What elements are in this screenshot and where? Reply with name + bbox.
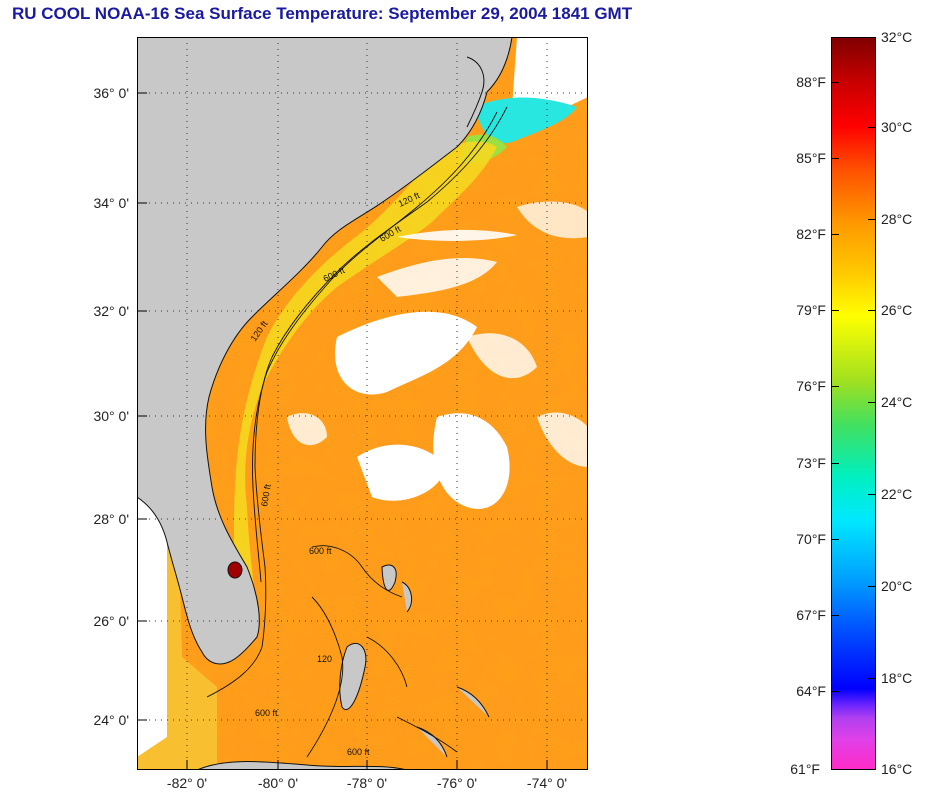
map-title: RU COOL NOAA-16 Sea Surface Temperature:… (12, 4, 633, 23)
lat-label: 30° 0' (93, 408, 129, 424)
us-east-coast-land (137, 37, 513, 665)
celsius-label: 30°C (881, 119, 913, 135)
lat-label: 28° 0' (93, 511, 129, 527)
colorbar-tick (868, 127, 876, 128)
cool-water-patch (475, 97, 577, 144)
colorbar-tick (831, 615, 839, 616)
celsius-label: 28°C (881, 211, 913, 227)
sst-map: 120 ft 600 ft 600 ft 120 ft 600 ft 600 f… (137, 37, 588, 770)
isobath-label: 600 ft (309, 546, 332, 556)
fahrenheit-label: 67°F (796, 607, 826, 623)
celsius-label: 22°C (881, 486, 913, 502)
celsius-label: 32°C (881, 29, 913, 45)
axis-ticks (137, 92, 548, 770)
isobath-contours (206, 106, 508, 758)
fahrenheit-label: 61°F (790, 761, 820, 777)
colorbar-tick (831, 691, 839, 692)
lat-lon-grid (137, 37, 588, 770)
colorbar-tick (868, 219, 876, 220)
outer-banks (466, 56, 485, 128)
colorbar-tick (831, 539, 839, 540)
lon-label: -82° 0' (166, 775, 208, 791)
fahrenheit-label: 88°F (796, 74, 826, 90)
cuba-coast (196, 761, 408, 770)
fahrenheit-label: 82°F (796, 226, 826, 242)
temperature-colorbar (831, 37, 876, 770)
lat-label: 36° 0' (93, 85, 129, 101)
shelf-water (232, 141, 497, 658)
fahrenheit-label: 76°F (796, 378, 826, 394)
lon-label: -76° 0' (436, 775, 478, 791)
fahrenheit-label: 70°F (796, 531, 826, 547)
map-frame (137, 37, 588, 770)
cloud-cover (287, 201, 588, 509)
colorbar-tick (831, 82, 839, 83)
colorbar-tick (868, 586, 876, 587)
lon-label: -78° 0' (346, 775, 388, 791)
colorbar-tick (868, 678, 876, 679)
lat-label: 34° 0' (93, 195, 129, 211)
bahamas-islands (339, 564, 490, 758)
colorbar-tick (831, 463, 839, 464)
sst-map-canvas: 120 ft 600 ft 600 ft 120 ft 600 ft 600 f… (137, 37, 588, 770)
celsius-label: 16°C (881, 761, 913, 777)
celsius-label: 20°C (881, 578, 913, 594)
lat-label: 26° 0' (93, 613, 129, 629)
lake-okeechobee (227, 561, 243, 579)
fahrenheit-label: 64°F (796, 683, 826, 699)
colorbar-tick (831, 310, 839, 311)
isobath-label: 600 ft (347, 747, 370, 757)
lon-label: -74° 0' (526, 775, 568, 791)
celsius-label: 18°C (881, 670, 913, 686)
lat-label: 32° 0' (93, 303, 129, 319)
colorbar-tick (868, 494, 876, 495)
celsius-label: 24°C (881, 394, 913, 410)
colorbar-tick (831, 386, 839, 387)
isobath-label: 120 (317, 654, 332, 664)
lat-label: 24° 0' (93, 712, 129, 728)
fahrenheit-label: 85°F (796, 150, 826, 166)
lon-label: -80° 0' (257, 775, 299, 791)
celsius-label: 26°C (881, 302, 913, 318)
fahrenheit-label: 79°F (796, 302, 826, 318)
fahrenheit-label: 73°F (796, 455, 826, 471)
isobath-label: 600 ft (259, 483, 273, 507)
colorbar-tick (831, 234, 839, 235)
west-no-data (137, 467, 167, 757)
colorbar-tick (868, 310, 876, 311)
colorbar-tick (868, 402, 876, 403)
isobath-label: 600 ft (255, 708, 278, 718)
colorbar-tick (831, 158, 839, 159)
